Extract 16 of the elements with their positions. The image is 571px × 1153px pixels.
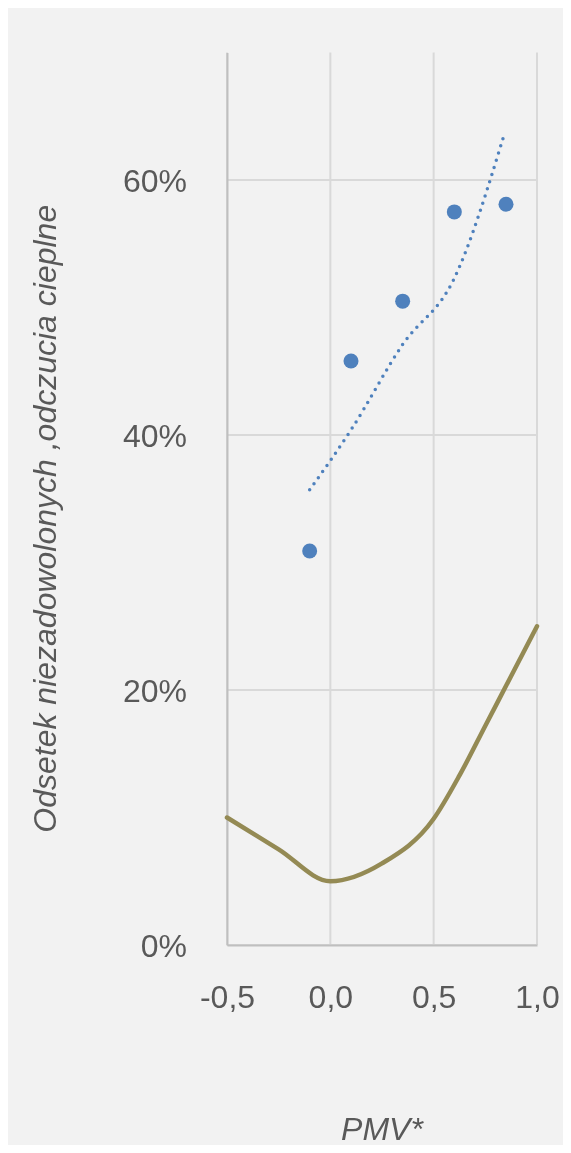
y-axis-title: Odsetek niezadowolonych ,odczucia cieplne <box>27 204 63 833</box>
x-tick-label: 0,5 <box>411 978 457 1015</box>
y-tick-label: 20% <box>122 672 187 709</box>
point <box>343 353 359 369</box>
x-axis-title: PMV* <box>341 1111 425 1147</box>
point <box>395 293 411 309</box>
point <box>446 204 462 220</box>
y-tick-label: 0% <box>140 927 187 964</box>
x-tick-label: -0,5 <box>199 978 256 1015</box>
line-series <box>224 624 540 884</box>
y-tick-label: 40% <box>122 417 187 454</box>
point <box>498 196 514 212</box>
x-tick-label: 1,0 <box>515 978 560 1015</box>
x-tick-label: 0,0 <box>308 978 354 1015</box>
point <box>302 543 318 559</box>
y-tick-label: 60% <box>122 162 187 199</box>
